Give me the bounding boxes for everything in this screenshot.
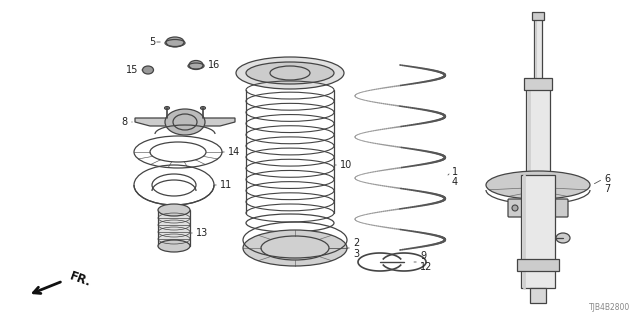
- Text: 7: 7: [604, 184, 611, 194]
- Ellipse shape: [548, 262, 554, 268]
- Ellipse shape: [243, 230, 347, 266]
- Ellipse shape: [200, 107, 205, 109]
- Text: 12: 12: [420, 262, 433, 272]
- Bar: [526, 82, 550, 175]
- FancyBboxPatch shape: [508, 199, 522, 217]
- Text: 10: 10: [340, 160, 352, 170]
- Bar: [517, 259, 559, 271]
- Text: 11: 11: [220, 180, 232, 190]
- Text: FR.: FR.: [68, 269, 93, 289]
- Ellipse shape: [522, 262, 527, 268]
- Text: 13: 13: [196, 228, 208, 238]
- Text: 14: 14: [228, 147, 240, 157]
- Text: TJB4B2800: TJB4B2800: [589, 303, 630, 312]
- Ellipse shape: [246, 62, 334, 84]
- Ellipse shape: [164, 107, 170, 109]
- Ellipse shape: [158, 240, 190, 252]
- Ellipse shape: [523, 176, 553, 194]
- Text: 8: 8: [122, 117, 128, 127]
- Bar: [521, 175, 555, 288]
- Text: 6: 6: [604, 174, 610, 184]
- Bar: [532, 12, 544, 20]
- Ellipse shape: [166, 37, 184, 47]
- Bar: [524, 78, 552, 90]
- Bar: [534, 18, 542, 82]
- Text: 15: 15: [125, 65, 138, 75]
- Ellipse shape: [236, 57, 344, 89]
- Text: 9: 9: [420, 251, 426, 261]
- Bar: [158, 210, 190, 246]
- Ellipse shape: [189, 60, 203, 69]
- FancyBboxPatch shape: [554, 199, 568, 217]
- Polygon shape: [135, 118, 235, 126]
- Ellipse shape: [158, 204, 190, 216]
- Ellipse shape: [143, 66, 154, 74]
- Bar: [530, 288, 546, 303]
- Text: 1: 1: [452, 167, 458, 177]
- Text: 5: 5: [148, 37, 155, 47]
- Ellipse shape: [512, 205, 518, 211]
- Text: 2: 2: [353, 238, 359, 248]
- Text: 16: 16: [208, 60, 220, 70]
- Ellipse shape: [556, 233, 570, 243]
- Text: 3: 3: [353, 249, 359, 259]
- Ellipse shape: [486, 171, 590, 199]
- Ellipse shape: [165, 109, 205, 135]
- Text: 4: 4: [452, 177, 458, 187]
